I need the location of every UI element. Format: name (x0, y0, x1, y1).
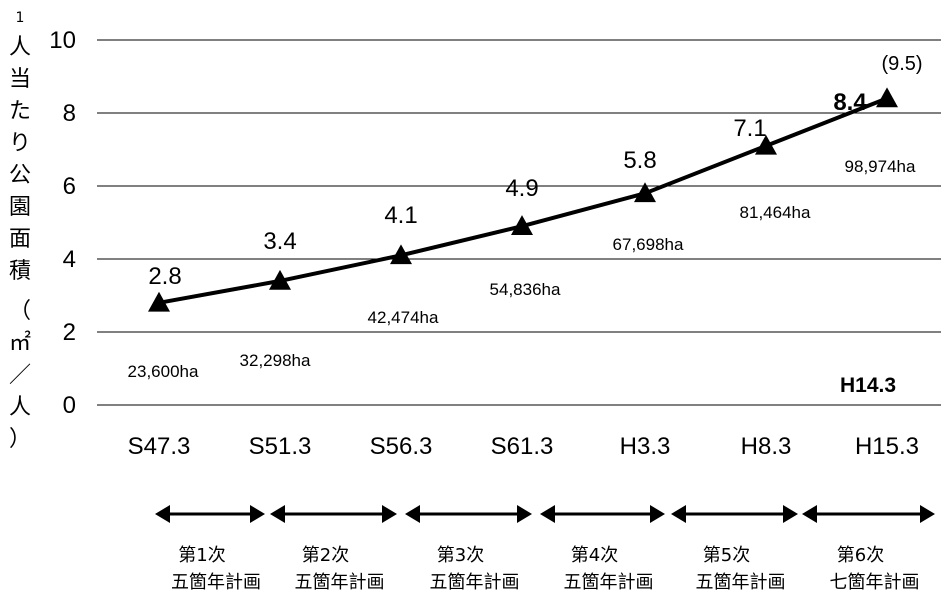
x-tick-label: S51.3 (249, 433, 312, 460)
y-axis-label-char: 1 (16, 10, 25, 26)
series-line (148, 87, 898, 312)
area-labels: 23,600ha 32,298ha 42,474ha 54,836ha 67,698ha… (128, 157, 916, 381)
data-value-label: 5.8 (623, 147, 656, 174)
x-tick-label: S61.3 (491, 433, 554, 460)
plan-arrow-head-right (382, 505, 397, 523)
area-label: 32,298ha (240, 351, 311, 370)
data-value-label: 4.9 (505, 175, 538, 202)
plan-name: 五箇年計画 (564, 572, 654, 593)
inset-label: H14.3 (840, 374, 896, 397)
plan-name: 五箇年計画 (430, 572, 520, 593)
data-point-triangle (755, 134, 777, 155)
y-axis-label-char: 面 (9, 227, 31, 252)
plan-number: 第3次 (437, 545, 484, 566)
y-axis-label-char: ／ (9, 363, 31, 388)
y-axis-label-char: り (9, 131, 31, 156)
plan-number: 第4次 (571, 545, 618, 566)
plan-arrow-head-left (155, 505, 170, 523)
plan-name: 五箇年計画 (171, 572, 261, 593)
data-point-triangle (269, 269, 291, 290)
y-axis-label-char: 積 (9, 259, 31, 284)
y-axis-label-char: ㎡ (9, 330, 31, 356)
x-tick-label: H8.3 (741, 433, 792, 460)
area-label: 42,474ha (368, 308, 439, 327)
y-tick-label: 8 (63, 100, 76, 127)
data-value-label: 2.8 (148, 263, 181, 290)
data-point-triangle (876, 87, 898, 108)
plan-name: 七箇年計画 (830, 572, 920, 593)
plan-arrow-head-left (802, 505, 817, 523)
y-axis-label-char: 当 (9, 67, 31, 92)
y-axis-label-char: 人 (9, 395, 31, 420)
data-point-triangle (148, 291, 170, 312)
area-label: 54,836ha (490, 280, 561, 299)
x-tick-label: S56.3 (370, 433, 433, 460)
area-label: 98,974ha (845, 157, 916, 176)
plan-arrow-head-right (920, 505, 935, 523)
x-tick-label: S47.3 (128, 433, 191, 460)
y-axis-label-char: ） (9, 427, 31, 452)
y-axis-label-char: た (9, 99, 31, 124)
x-tick-label: H15.3 (855, 433, 919, 460)
y-axis-label-char: 園 (9, 195, 31, 220)
data-value-label: 3.4 (263, 228, 296, 255)
plan-arrow-head-left (405, 505, 420, 523)
plan-name: 五箇年計画 (295, 572, 385, 593)
area-label: 67,698ha (613, 235, 684, 254)
plan-arrow-head-left (671, 505, 686, 523)
data-value-label: 7.1 (733, 115, 766, 142)
data-point-triangle (511, 215, 533, 235)
plan-number: 第1次 (178, 545, 225, 566)
y-tick-label: 10 (49, 27, 76, 54)
data-value-label: 4.1 (384, 202, 417, 229)
plan-arrow-head-right (783, 505, 798, 523)
plan-name: 五箇年計画 (696, 572, 786, 593)
data-value-label: 8.4 (833, 89, 867, 116)
data-point-triangle (390, 244, 412, 265)
plan-number: 第5次 (703, 545, 750, 566)
x-tick-label: H3.3 (620, 433, 671, 460)
y-axis-label-char: 人 (9, 35, 31, 60)
x-axis-ticks: S47.3 S51.3 S56.3 S61.3 H3.3 H8.3 H15.3 (128, 433, 919, 460)
y-axis-label-char: 公 (9, 163, 31, 188)
plan-arrow-head-left (540, 505, 555, 523)
y-tick-label: 0 (63, 392, 76, 419)
y-axis-ticks: 0 2 4 6 8 10 (49, 27, 76, 419)
y-tick-label: 6 (63, 173, 76, 200)
plan-number: 第6次 (837, 545, 884, 566)
plan-arrow-head-right (517, 505, 532, 523)
plan-arrow-head-right (250, 505, 265, 523)
plan-arrow-head-left (270, 505, 285, 523)
y-tick-label: 4 (63, 246, 76, 273)
plan-arrow-head-right (650, 505, 665, 523)
plan-number: 第2次 (302, 545, 349, 566)
data-labels: 2.8 3.4 4.1 4.9 5.8 7.1 8.4 (9.5) (148, 53, 922, 290)
area-label: 81,464ha (740, 203, 811, 222)
y-axis-label-char: （ (9, 299, 31, 324)
area-label: 23,600ha (128, 362, 199, 381)
data-point-triangle (634, 182, 656, 203)
y-tick-label: 2 (63, 319, 76, 346)
gridlines (97, 39, 941, 406)
last-value-note: (9.5) (881, 53, 922, 75)
